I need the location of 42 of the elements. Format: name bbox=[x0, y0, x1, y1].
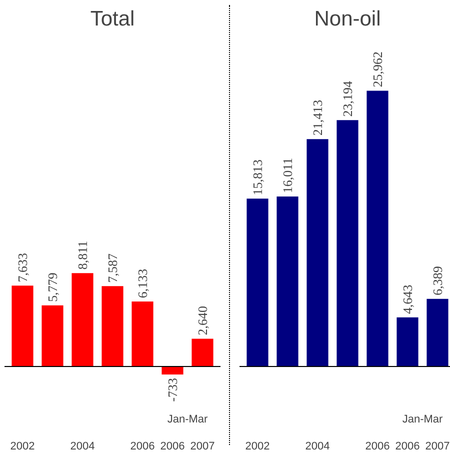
x-tick-label: 2007 bbox=[190, 440, 215, 452]
data-label: -733 bbox=[165, 378, 180, 402]
text: Jan-Mar bbox=[402, 414, 444, 426]
bar bbox=[132, 302, 154, 367]
chart-title: Total bbox=[90, 8, 135, 30]
bar bbox=[12, 286, 34, 367]
data-label: 8,811 bbox=[75, 240, 90, 270]
x-tick-label: 2006 bbox=[160, 440, 185, 452]
bar bbox=[162, 366, 184, 375]
bar bbox=[246, 198, 268, 367]
x-tick-label: 2006 bbox=[130, 440, 155, 452]
x-tick-label: 2002 bbox=[10, 440, 35, 452]
x-tick-label: 2006 bbox=[365, 440, 390, 452]
chart-title: Non-oil bbox=[314, 8, 381, 30]
data-label: 4,643 bbox=[400, 284, 415, 314]
bar bbox=[336, 120, 358, 367]
x-tick-label: 2006 bbox=[395, 440, 420, 452]
bar bbox=[366, 90, 388, 367]
x-tick-label: 2002 bbox=[245, 440, 270, 452]
data-label: 15,813 bbox=[250, 159, 265, 196]
data-label: 5,779 bbox=[45, 272, 60, 302]
data-label: 23,194 bbox=[340, 80, 355, 117]
x-tick-label: 2007 bbox=[425, 440, 450, 452]
data-label: 2,640 bbox=[195, 306, 210, 336]
bar bbox=[42, 305, 64, 367]
data-label: 16,011 bbox=[280, 158, 295, 194]
data-label: 7,633 bbox=[15, 252, 30, 282]
bar bbox=[276, 196, 298, 367]
data-label: 6,133 bbox=[135, 268, 150, 298]
bar bbox=[72, 273, 94, 367]
bar bbox=[192, 338, 214, 367]
bar bbox=[396, 317, 418, 367]
text: Jan-Mar bbox=[167, 414, 208, 426]
data-label: 6,389 bbox=[430, 266, 445, 296]
x-tick-label: 2004 bbox=[70, 440, 95, 452]
data-label: 25,962 bbox=[370, 52, 385, 88]
x-tick-label: 2004 bbox=[305, 440, 330, 452]
data-label: 21,413 bbox=[310, 100, 325, 136]
bar bbox=[426, 298, 448, 367]
bar bbox=[306, 139, 328, 367]
data-label: 7,587 bbox=[105, 252, 120, 283]
bar bbox=[102, 286, 124, 367]
